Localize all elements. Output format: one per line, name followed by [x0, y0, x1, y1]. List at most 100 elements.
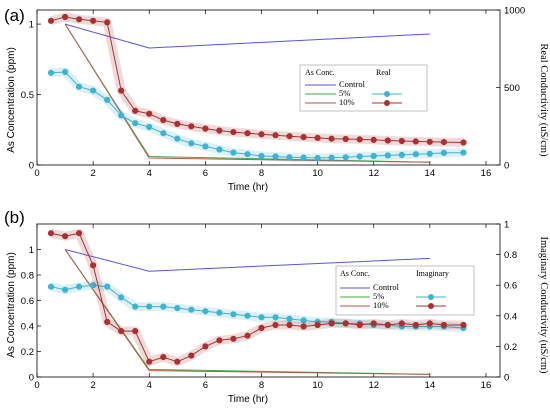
panel-a-series-5pct-point: [230, 149, 237, 156]
panel-a-series-10pct-point: [258, 131, 265, 138]
panel-a-series-5pct-point: [188, 140, 195, 147]
panel-b-series-5pct-point: [272, 314, 279, 321]
panel-b-x-tick-label: 4: [147, 380, 152, 391]
panel-b-x-tick-label: 6: [203, 380, 208, 391]
panel-b-legend-box: [335, 265, 475, 316]
panel-b-series-10pct-point: [47, 230, 55, 237]
panel-b-x-tick-label: 2: [90, 380, 95, 391]
panel-a-legend-10pct: 10%: [339, 97, 355, 107]
panel-a-series-5pct-point: [370, 152, 377, 160]
panel-a-y-tick-label: 1: [29, 20, 34, 31]
panel-a-series-10pct-point: [356, 136, 363, 143]
panel-a-series-10pct-point: [460, 139, 467, 146]
panel-b-y-tick-label: 0.8: [21, 271, 34, 282]
panel-b-series-10pct-point: [314, 321, 321, 329]
panel-b-series-10pct-point: [90, 262, 97, 269]
panel-a-series-10pct-point: [370, 136, 377, 143]
panel-b-series-5pct-point: [146, 303, 153, 310]
panel-a-x-tick-label: 0: [34, 168, 39, 179]
panel-a-series-5pct-point: [258, 152, 265, 160]
panel-b-y-axis-title: As Concentration (ppm): [6, 252, 17, 358]
panel-b-series-5pct-point: [286, 315, 293, 322]
panel-a-x-tick-label: 10: [312, 168, 323, 179]
panel-b-label: (b): [4, 208, 25, 227]
panel-a-series-5pct-point: [384, 152, 391, 159]
panel-b-y2-axis-title: Imaginary Conductivity (uS/cm): [538, 236, 549, 374]
panel-b-series-10pct-point: [62, 233, 69, 240]
panel-a-y-tick-label: 0.5: [21, 90, 34, 101]
panel-a-series-10pct-point: [202, 125, 209, 132]
panel-a-legend-head-left: As Conc.: [305, 68, 335, 77]
panel-b-series-control-conc-line: [64, 249, 430, 272]
panel-a-x-tick-label: 4: [147, 168, 152, 179]
panel-a-series-10pct-point: [76, 16, 83, 23]
panel-a-legend-5pct: 5%: [339, 88, 350, 98]
panel-a-series-10pct-point: [314, 134, 321, 141]
panel-a-series-10pct-point: [440, 139, 447, 146]
panel-a-series-10pct-point: [300, 134, 307, 141]
panel-a-series-5pct-point: [300, 154, 307, 161]
panel-a-series-10pct-point: [132, 107, 139, 114]
panel-b-series-10pct-point: [258, 324, 265, 332]
panel-b-series-10pct-point: [202, 343, 209, 350]
panel-b-series-5pct-point: [47, 283, 55, 290]
panel-b-series-10pct-point: [244, 332, 251, 339]
panel-a-x-axis-title: Time (hr): [228, 182, 268, 193]
panel-a-series-5pct-point: [90, 87, 97, 94]
panel-a-series-10pct-point: [244, 130, 251, 137]
panel-a-x-tick-label: 8: [259, 168, 264, 179]
panel-b-series-10pct-conc-line: [64, 249, 430, 375]
panel-a-series-10pct-point: [146, 110, 153, 117]
panel-a-series-10pct-point: [272, 132, 279, 139]
panel-a-series-10pct-point: [328, 135, 335, 142]
panel-a-series-5pct-point: [118, 112, 125, 119]
panel-b-series-10pct-point: [398, 320, 405, 327]
panel-a-y-tick-label: 0: [29, 161, 34, 172]
panel-b-y2-tick-label: 0.8: [504, 250, 517, 261]
panel-b-y-tick-label: 0.4: [21, 322, 34, 333]
panel-a-x-tick-label: 2: [90, 168, 95, 179]
panel-b-series-10pct-point: [76, 230, 83, 237]
panel-a-x-tick-label: 12: [368, 168, 379, 179]
panel-b-series-10pct-point: [118, 328, 125, 335]
panel-b-legend-head-left: As Conc.: [340, 269, 370, 278]
panel-a-legend-head-right: Real: [376, 68, 391, 77]
panel-a-series-10pct-point: [342, 135, 349, 143]
panel-a-x-tick-label: 6: [203, 168, 208, 179]
panel-b-series-10pct-point: [216, 337, 223, 344]
panel-b-plot-area: 0 2 4 6 8 10 12 14 1600.20.40.60.8100.20.40.60.8…: [21, 220, 517, 392]
panel-a-series-control-conc-line: [64, 23, 430, 49]
panel-b-series-10pct-point: [174, 358, 181, 365]
panel-b-series-5pct-point: [118, 294, 125, 301]
panel-b-series-5pct-point: [230, 311, 237, 318]
panel-a-series-10pct-point: [160, 117, 167, 124]
panel-b-series-5pct-point: [174, 305, 181, 312]
panel-b-legend-5pct: 5%: [373, 291, 384, 301]
panel-a-series-10pct-point: [174, 120, 181, 127]
panel-a-series-10pct-point: [412, 138, 419, 145]
panel-b-series-5pct-point: [76, 283, 83, 290]
panel-a-legend: As Conc. Real Control 5% 10%: [299, 64, 428, 112]
panel-a-series-5pct-point: [412, 151, 419, 158]
panel-a-series-5pct-point: [62, 68, 69, 76]
panel-b-series-5pct-point: [132, 303, 139, 310]
panel-b-y-tick-label: 1: [29, 245, 34, 256]
panel-a-series-5pct-point: [104, 96, 111, 103]
panel-b-series-10pct-point: [286, 321, 293, 329]
panel-b-chart: (b) 0 2 4 6 8 10 12 14 1600.20.40.60.8100.20.40.…: [4, 208, 549, 405]
panel-a-series-5pct-point: [328, 154, 335, 161]
panel-a-series-5pct-point: [202, 143, 209, 150]
panel-a-series-5pct-point: [426, 150, 433, 157]
panel-a-label: (a): [4, 6, 25, 25]
panel-b-legend-10pct: 10%: [373, 300, 389, 310]
panel-a-series-5pct-point: [216, 146, 223, 153]
panel-a-series-5pct-point: [174, 135, 181, 142]
panel-b-series-10pct-point: [460, 321, 467, 329]
panel-b-x-tick-label: 16: [481, 380, 492, 391]
panel-b-series-10pct-point: [146, 358, 153, 365]
panel-a-series-5pct-point: [244, 151, 251, 158]
panel-b-series-10pct-point: [104, 318, 111, 325]
